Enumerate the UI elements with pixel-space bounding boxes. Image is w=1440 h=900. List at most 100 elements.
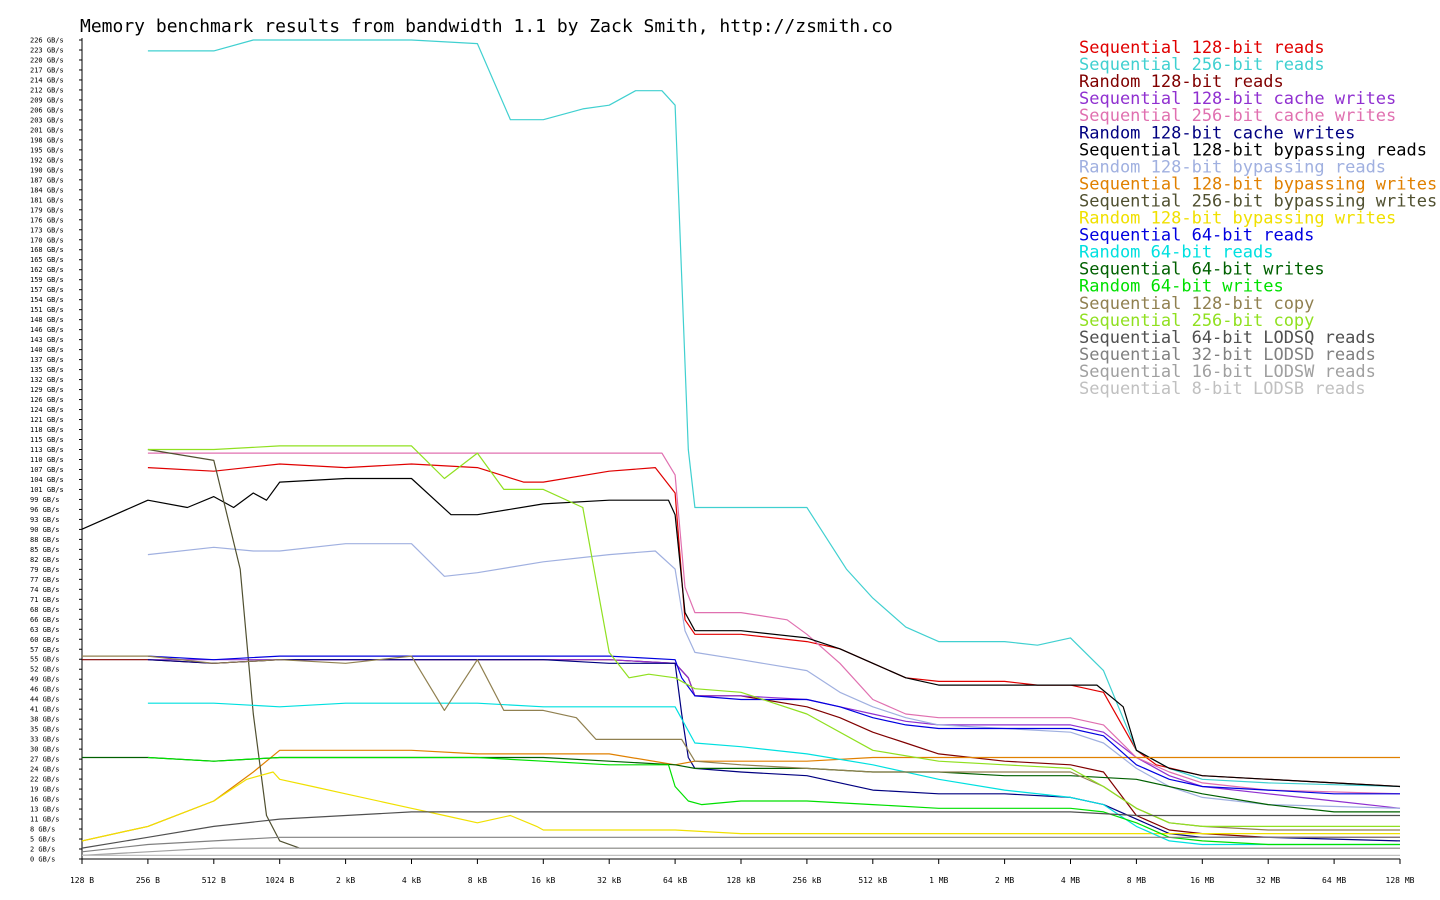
y-tick-label: 27 GB/s [30,756,60,764]
y-tick-label: 35 GB/s [30,726,60,734]
series-line-9 [147,448,1400,849]
legend-entry-13: Sequential 64-bit writes [1079,260,1325,280]
y-tick-label: 85 GB/s [30,546,60,554]
x-tick-label: 1 MB [929,876,948,885]
x-tick-label: 16 MB [1190,876,1214,885]
y-tick-label: 140 GB/s [30,346,64,354]
y-tick-label: 121 GB/s [30,416,64,424]
y-tick-label: 2 GB/s [30,846,55,854]
y-tick-label: 124 GB/s [30,406,64,414]
y-tick-label: 19 GB/s [30,786,60,794]
y-tick-label: 68 GB/s [30,606,60,614]
y-tick-label: 162 GB/s [30,266,64,274]
legend-entry-17: Sequential 64-bit LODSQ reads [1079,328,1376,348]
y-tick-label: 55 GB/s [30,656,60,664]
y-tick-label: 46 GB/s [30,686,60,694]
x-tick-label: 128 B [70,876,94,885]
y-tick-label: 49 GB/s [30,676,60,684]
x-tick-label: 4 kB [402,876,421,885]
x-tick-label: 256 B [136,876,160,885]
series-line-7 [147,543,1401,809]
legend-entry-5: Random 128-bit cache writes [1079,123,1355,143]
legend-entry-3: Sequential 128-bit cache writes [1079,89,1396,109]
series-layer [81,39,1401,857]
y-tick-label: 212 GB/s [30,86,64,94]
y-tick-label: 63 GB/s [30,626,60,634]
legend-entry-12: Random 64-bit reads [1079,243,1273,263]
y-tick-label: 132 GB/s [30,376,64,384]
x-tick-label: 512 B [202,876,226,885]
series-line-3 [147,659,1401,809]
y-tick-label: 74 GB/s [30,586,60,594]
y-tick-label: 176 GB/s [30,216,64,224]
y-tick-label: 60 GB/s [30,636,60,644]
x-tick-label: 2 kB [336,876,355,885]
legend-entry-2: Random 128-bit reads [1079,72,1284,92]
x-tick-label: 128 kB [727,876,756,885]
y-tick-label: 170 GB/s [30,236,64,244]
series-line-2 [82,659,1400,838]
legend-entry-16: Sequential 256-bit copy [1079,311,1314,331]
y-tick-label: 159 GB/s [30,276,64,284]
y-tick-label: 157 GB/s [30,286,64,294]
y-tick-label: 154 GB/s [30,296,64,304]
y-tick-label: 22 GB/s [30,776,60,784]
legend-entry-1: Sequential 256-bit reads [1079,55,1325,75]
y-tick-label: 115 GB/s [30,436,64,444]
x-tick-label: 32 kB [597,876,621,885]
y-tick-label: 129 GB/s [30,386,64,394]
x-tick-label: 2 MB [995,876,1014,885]
series-line-18 [81,836,1400,853]
y-tick-label: 126 GB/s [30,396,64,404]
legend-entry-11: Sequential 64-bit reads [1079,226,1314,246]
x-tick-label: 4 MB [1061,876,1080,885]
y-tick-label: 201 GB/s [30,126,64,134]
y-tick-label: 214 GB/s [30,76,64,84]
y-tick-label: 179 GB/s [30,206,64,214]
y-tick-label: 41 GB/s [30,706,60,714]
y-tick-label: 71 GB/s [30,596,60,604]
y-tick-label: 38 GB/s [30,716,60,724]
y-tick-label: 11 GB/s [30,816,60,824]
y-tick-label: 181 GB/s [30,196,64,204]
x-tick-label: 16 kB [531,876,555,885]
y-tick-label: 8 GB/s [30,826,55,834]
y-tick-label: 93 GB/s [30,516,60,524]
y-tick-label: 5 GB/s [30,836,55,844]
y-tick-label: 107 GB/s [30,466,64,474]
x-tick-label: 8 kB [468,876,487,885]
y-tick-label: 0 GB/s [30,856,55,864]
y-tick-label: 151 GB/s [30,306,64,314]
y-tick-label: 88 GB/s [30,536,60,544]
series-line-11 [147,655,1400,795]
x-tick-label: 128 MB [1386,876,1415,885]
y-tick-label: 209 GB/s [30,96,64,104]
y-tick-label: 220 GB/s [30,56,64,64]
series-line-16 [147,445,1400,828]
x-tick-label: 8 MB [1127,876,1146,885]
series-line-0 [147,463,1401,788]
y-tick-label: 137 GB/s [30,356,64,364]
legend-entry-20: Sequential 8-bit LODSB reads [1079,379,1366,399]
y-tick-label: 33 GB/s [30,736,60,744]
x-tick-label: 64 MB [1322,876,1346,885]
y-tick-label: 96 GB/s [30,506,60,514]
legend-entry-4: Sequential 256-bit cache writes [1079,106,1396,126]
y-tick-label: 30 GB/s [30,746,60,754]
y-tick-label: 206 GB/s [30,106,64,114]
y-tick-label: 13 GB/s [30,806,60,814]
chart-title: Memory benchmark results from bandwidth … [80,16,893,37]
y-tick-label: 195 GB/s [30,146,64,154]
legend-entry-10: Random 128-bit bypassing writes [1079,209,1396,229]
y-tick-label: 143 GB/s [30,336,64,344]
x-tick-label: 1024 B [265,876,294,885]
legend-entry-15: Sequential 128-bit copy [1079,294,1314,314]
y-tick-label: 184 GB/s [30,186,64,194]
y-tick-label: 77 GB/s [30,576,60,584]
y-tick-label: 135 GB/s [30,366,64,374]
y-tick-label: 52 GB/s [30,666,60,674]
y-tick-label: 226 GB/s [30,37,64,45]
series-line-10 [81,771,1400,842]
